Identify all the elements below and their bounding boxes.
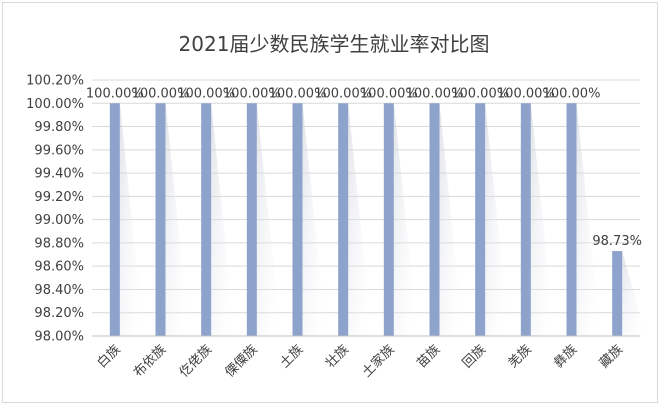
bar-shadow	[211, 103, 236, 336]
bar-shadow	[302, 103, 327, 336]
data-label: 100.00%	[497, 86, 555, 101]
category-label: 彝族	[551, 342, 581, 372]
data-label: 100.00%	[132, 86, 190, 101]
bar-shadow	[485, 103, 510, 336]
bar	[520, 103, 531, 336]
y-axis-tick-labels: 98.00% 98.20% 98.40% 98.60% 98.80% 99.00% 99.2…	[26, 74, 84, 345]
data-label: 98.73%	[592, 234, 642, 249]
bar-shadow	[393, 103, 418, 336]
bar-shadow	[256, 103, 281, 336]
category-label: 布依族	[130, 342, 169, 381]
data-labels: 100.00%100.00%100.00%100.00%100.00%100.0…	[86, 86, 642, 249]
bar-shadow	[348, 103, 373, 336]
bar	[109, 103, 120, 336]
category-label: 土家族	[359, 342, 398, 381]
category-label: 傈僳族	[222, 342, 261, 381]
y-tick-label: 100.20%	[26, 74, 84, 89]
y-tick-label: 98.20%	[34, 306, 84, 321]
bar-shadow	[165, 103, 190, 336]
category-label: 土族	[277, 342, 307, 372]
bar	[383, 103, 394, 336]
category-label: 苗族	[414, 342, 444, 372]
bar-shadow	[439, 103, 464, 336]
bar-shadow	[530, 103, 555, 336]
bar	[246, 103, 257, 336]
category-label: 羌族	[505, 342, 535, 372]
y-tick-label: 99.20%	[34, 190, 84, 205]
data-label: 100.00%	[86, 86, 144, 101]
category-label: 白族	[94, 342, 124, 372]
bar-shadows	[119, 103, 647, 336]
category-label: 壮族	[322, 342, 352, 372]
y-tick-label: 99.40%	[34, 167, 84, 182]
data-label: 100.00%	[406, 86, 464, 101]
bar	[566, 103, 577, 336]
category-label: 回族	[459, 342, 489, 372]
data-label: 100.00%	[451, 86, 509, 101]
data-label: 100.00%	[543, 86, 601, 101]
y-tick-label: 100.00%	[26, 97, 84, 112]
bars	[109, 103, 623, 336]
bar-shadow	[622, 251, 647, 336]
data-label: 100.00%	[360, 86, 418, 101]
bar	[155, 103, 166, 336]
y-tick-label: 99.00%	[34, 213, 84, 228]
y-tick-label: 98.40%	[34, 283, 84, 298]
data-label: 100.00%	[223, 86, 281, 101]
category-label: 仡佬族	[176, 342, 215, 381]
bar	[429, 103, 440, 336]
bar	[612, 251, 623, 336]
y-tick-label: 99.80%	[34, 120, 84, 135]
bar	[475, 103, 486, 336]
chart-title: 2021届少数民族学生就业率对比图	[179, 32, 490, 56]
bar	[292, 103, 303, 336]
data-label: 100.00%	[269, 86, 327, 101]
bar	[338, 103, 349, 336]
y-tick-label: 99.60%	[34, 143, 84, 158]
bar	[201, 103, 212, 336]
category-label: 藏族	[596, 342, 626, 372]
bar-shadow	[576, 103, 601, 336]
data-label: 100.00%	[177, 86, 235, 101]
y-tick-label: 98.60%	[34, 260, 84, 275]
x-axis-category-labels: 白族 布依族 仡佬族 傈僳族 土族 壮族 土家族 苗族 回族 羌族 彝族 藏族	[94, 342, 626, 381]
y-tick-label: 98.00%	[34, 330, 84, 345]
data-label: 100.00%	[314, 86, 372, 101]
bar-shadow	[119, 103, 144, 336]
y-tick-label: 98.80%	[34, 236, 84, 251]
